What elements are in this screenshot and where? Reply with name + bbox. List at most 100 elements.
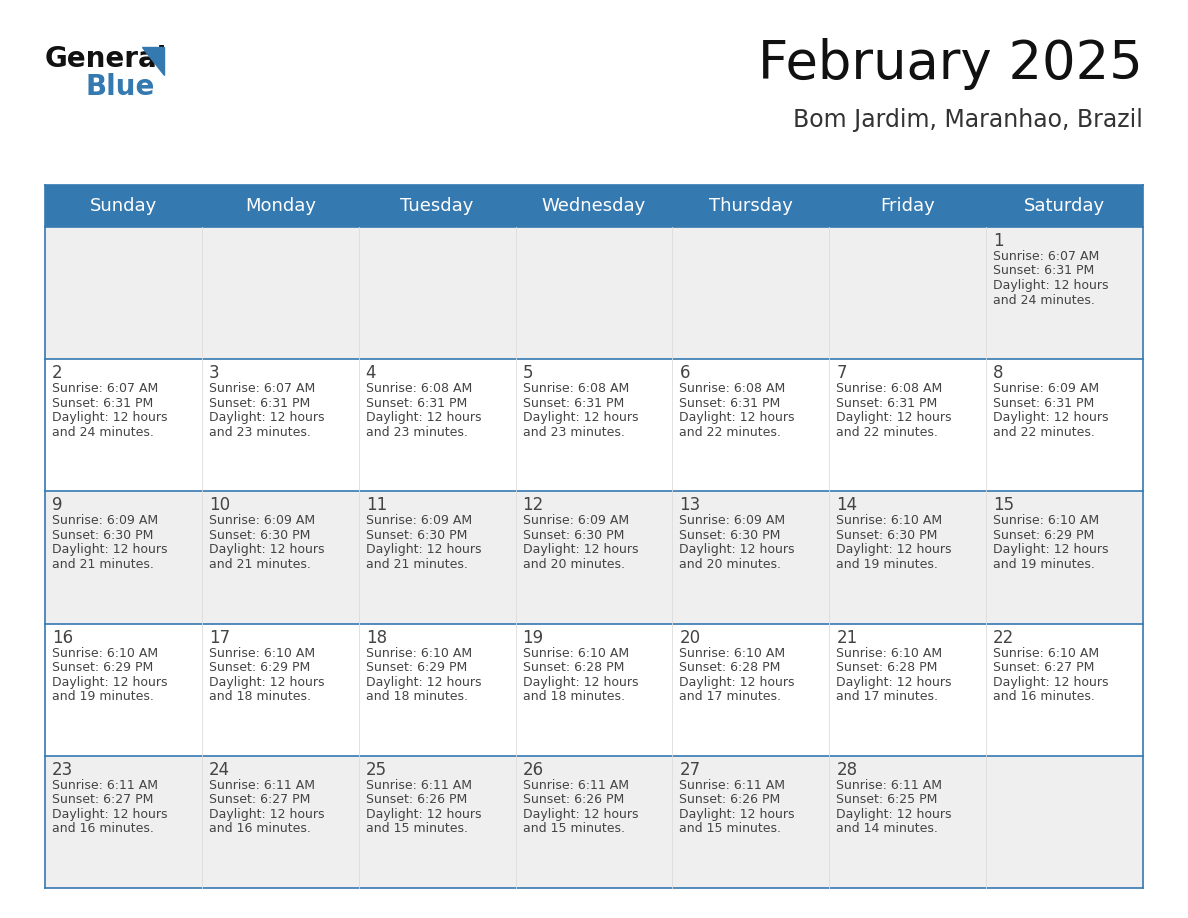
Text: 28: 28 — [836, 761, 858, 778]
Text: 6: 6 — [680, 364, 690, 382]
Text: 20: 20 — [680, 629, 701, 646]
Text: Daylight: 12 hours: Daylight: 12 hours — [52, 411, 168, 424]
Text: Sunrise: 6:07 AM: Sunrise: 6:07 AM — [993, 250, 1099, 263]
Text: Daylight: 12 hours: Daylight: 12 hours — [836, 543, 952, 556]
Text: 12: 12 — [523, 497, 544, 514]
Text: and 18 minutes.: and 18 minutes. — [523, 690, 625, 703]
Text: and 16 minutes.: and 16 minutes. — [52, 823, 154, 835]
Text: Sunset: 6:30 PM: Sunset: 6:30 PM — [366, 529, 467, 542]
Text: 2: 2 — [52, 364, 63, 382]
Text: Daylight: 12 hours: Daylight: 12 hours — [523, 543, 638, 556]
Text: 5: 5 — [523, 364, 533, 382]
Text: Sunday: Sunday — [90, 197, 157, 215]
Bar — [45, 359, 1143, 491]
Text: Sunrise: 6:09 AM: Sunrise: 6:09 AM — [993, 382, 1099, 396]
Text: Sunrise: 6:10 AM: Sunrise: 6:10 AM — [993, 646, 1099, 660]
Text: Daylight: 12 hours: Daylight: 12 hours — [209, 543, 324, 556]
Text: Wednesday: Wednesday — [542, 197, 646, 215]
Text: Sunset: 6:31 PM: Sunset: 6:31 PM — [366, 397, 467, 409]
Bar — [45, 185, 1143, 227]
Text: February 2025: February 2025 — [758, 38, 1143, 90]
Text: Sunset: 6:29 PM: Sunset: 6:29 PM — [993, 529, 1094, 542]
Text: Daylight: 12 hours: Daylight: 12 hours — [680, 543, 795, 556]
Text: Sunset: 6:31 PM: Sunset: 6:31 PM — [52, 397, 153, 409]
Text: Sunset: 6:25 PM: Sunset: 6:25 PM — [836, 793, 937, 806]
Text: and 22 minutes.: and 22 minutes. — [680, 426, 782, 439]
Text: and 23 minutes.: and 23 minutes. — [523, 426, 625, 439]
Text: 4: 4 — [366, 364, 377, 382]
Text: Daylight: 12 hours: Daylight: 12 hours — [366, 411, 481, 424]
Text: and 22 minutes.: and 22 minutes. — [836, 426, 939, 439]
Text: Sunrise: 6:09 AM: Sunrise: 6:09 AM — [52, 514, 158, 528]
Text: Sunrise: 6:10 AM: Sunrise: 6:10 AM — [680, 646, 785, 660]
Text: Sunset: 6:31 PM: Sunset: 6:31 PM — [993, 397, 1094, 409]
Text: Sunset: 6:27 PM: Sunset: 6:27 PM — [52, 793, 153, 806]
Text: Sunrise: 6:09 AM: Sunrise: 6:09 AM — [209, 514, 315, 528]
Text: Sunset: 6:26 PM: Sunset: 6:26 PM — [680, 793, 781, 806]
Text: Sunset: 6:26 PM: Sunset: 6:26 PM — [523, 793, 624, 806]
Text: Sunrise: 6:08 AM: Sunrise: 6:08 AM — [523, 382, 628, 396]
Text: Thursday: Thursday — [709, 197, 792, 215]
Text: Sunrise: 6:10 AM: Sunrise: 6:10 AM — [523, 646, 628, 660]
Text: 8: 8 — [993, 364, 1004, 382]
Text: and 19 minutes.: and 19 minutes. — [52, 690, 154, 703]
Text: Sunrise: 6:08 AM: Sunrise: 6:08 AM — [836, 382, 942, 396]
Text: Sunrise: 6:08 AM: Sunrise: 6:08 AM — [680, 382, 785, 396]
Text: 3: 3 — [209, 364, 220, 382]
Text: and 17 minutes.: and 17 minutes. — [680, 690, 782, 703]
Text: Sunset: 6:31 PM: Sunset: 6:31 PM — [680, 397, 781, 409]
Bar — [45, 491, 1143, 623]
Text: and 23 minutes.: and 23 minutes. — [209, 426, 311, 439]
Text: 1: 1 — [993, 232, 1004, 250]
Text: General: General — [45, 45, 168, 73]
Text: and 24 minutes.: and 24 minutes. — [52, 426, 154, 439]
Text: Daylight: 12 hours: Daylight: 12 hours — [209, 808, 324, 821]
Text: 27: 27 — [680, 761, 701, 778]
Text: Sunrise: 6:07 AM: Sunrise: 6:07 AM — [209, 382, 315, 396]
Text: Daylight: 12 hours: Daylight: 12 hours — [52, 676, 168, 688]
Text: 16: 16 — [52, 629, 74, 646]
Text: Sunrise: 6:11 AM: Sunrise: 6:11 AM — [366, 778, 472, 792]
Text: and 22 minutes.: and 22 minutes. — [993, 426, 1095, 439]
Text: Sunrise: 6:09 AM: Sunrise: 6:09 AM — [680, 514, 785, 528]
Text: 19: 19 — [523, 629, 544, 646]
Text: Daylight: 12 hours: Daylight: 12 hours — [680, 411, 795, 424]
Text: Tuesday: Tuesday — [400, 197, 474, 215]
Text: Sunrise: 6:11 AM: Sunrise: 6:11 AM — [836, 778, 942, 792]
Text: Sunset: 6:28 PM: Sunset: 6:28 PM — [523, 661, 624, 674]
Bar — [45, 756, 1143, 888]
Text: Sunrise: 6:11 AM: Sunrise: 6:11 AM — [680, 778, 785, 792]
Text: Sunset: 6:26 PM: Sunset: 6:26 PM — [366, 793, 467, 806]
Text: Daylight: 12 hours: Daylight: 12 hours — [52, 543, 168, 556]
Text: Daylight: 12 hours: Daylight: 12 hours — [993, 411, 1108, 424]
Text: Daylight: 12 hours: Daylight: 12 hours — [993, 279, 1108, 292]
Text: Sunset: 6:31 PM: Sunset: 6:31 PM — [836, 397, 937, 409]
Text: and 21 minutes.: and 21 minutes. — [209, 558, 311, 571]
Text: Sunset: 6:31 PM: Sunset: 6:31 PM — [993, 264, 1094, 277]
Text: Daylight: 12 hours: Daylight: 12 hours — [993, 676, 1108, 688]
Text: Sunrise: 6:07 AM: Sunrise: 6:07 AM — [52, 382, 158, 396]
Text: Sunset: 6:31 PM: Sunset: 6:31 PM — [209, 397, 310, 409]
Text: 7: 7 — [836, 364, 847, 382]
Text: and 15 minutes.: and 15 minutes. — [523, 823, 625, 835]
Text: and 24 minutes.: and 24 minutes. — [993, 294, 1095, 307]
Text: Sunset: 6:30 PM: Sunset: 6:30 PM — [52, 529, 153, 542]
Text: Daylight: 12 hours: Daylight: 12 hours — [836, 808, 952, 821]
Text: Sunrise: 6:10 AM: Sunrise: 6:10 AM — [836, 514, 942, 528]
Text: Sunset: 6:29 PM: Sunset: 6:29 PM — [52, 661, 153, 674]
Text: and 23 minutes.: and 23 minutes. — [366, 426, 468, 439]
Text: and 16 minutes.: and 16 minutes. — [993, 690, 1095, 703]
Text: Sunset: 6:29 PM: Sunset: 6:29 PM — [366, 661, 467, 674]
Text: Sunrise: 6:10 AM: Sunrise: 6:10 AM — [836, 646, 942, 660]
Text: Sunrise: 6:09 AM: Sunrise: 6:09 AM — [523, 514, 628, 528]
Text: Blue: Blue — [86, 73, 154, 101]
Text: 15: 15 — [993, 497, 1015, 514]
Text: Daylight: 12 hours: Daylight: 12 hours — [366, 676, 481, 688]
Text: Daylight: 12 hours: Daylight: 12 hours — [836, 411, 952, 424]
Text: Bom Jardim, Maranhao, Brazil: Bom Jardim, Maranhao, Brazil — [794, 108, 1143, 132]
Text: Saturday: Saturday — [1024, 197, 1105, 215]
Text: Sunrise: 6:11 AM: Sunrise: 6:11 AM — [523, 778, 628, 792]
Text: Sunrise: 6:09 AM: Sunrise: 6:09 AM — [366, 514, 472, 528]
Text: 17: 17 — [209, 629, 230, 646]
Text: and 17 minutes.: and 17 minutes. — [836, 690, 939, 703]
